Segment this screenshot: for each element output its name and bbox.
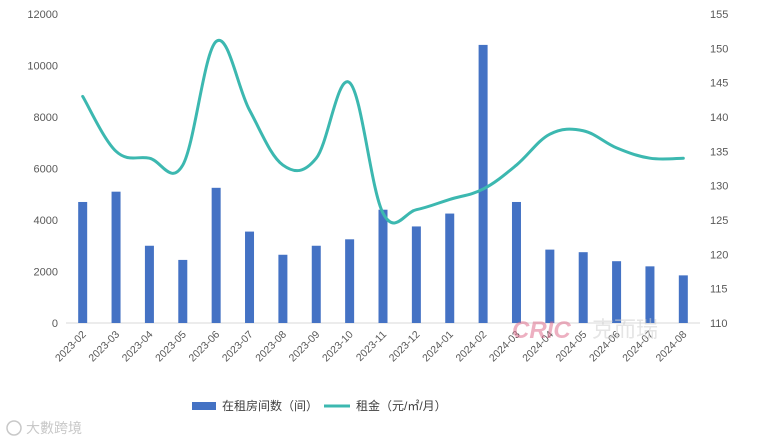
y-right-tick-label: 145 — [710, 78, 728, 90]
bar — [245, 231, 255, 323]
y-right-tick-label: 125 — [710, 215, 728, 227]
y-right-tick-label: 130 — [710, 181, 728, 193]
x-tick-label: 2024-01 — [420, 329, 456, 365]
bar — [211, 187, 221, 323]
y-left-tick-label: 12000 — [27, 9, 58, 21]
cric-logo-text: CRIC — [512, 317, 571, 344]
bar — [645, 266, 655, 323]
bar — [545, 249, 555, 323]
bar — [478, 44, 488, 324]
x-tick-label: 2023-11 — [354, 329, 389, 364]
corner-watermark: 大數跨境 — [6, 420, 82, 436]
bar — [278, 254, 288, 323]
y-right-tick-label: 155 — [710, 9, 728, 21]
y-left-tick-label: 8000 — [34, 112, 58, 124]
bar — [612, 261, 622, 323]
x-tick-label: 2023-05 — [153, 329, 189, 365]
y-right-tick-label: 115 — [710, 284, 728, 296]
y-left-tick-label: 4000 — [34, 215, 58, 227]
bar-series — [78, 44, 688, 324]
bar — [411, 226, 421, 323]
x-tick-label: 2024-02 — [453, 329, 489, 365]
x-tick-label: 2023-08 — [253, 329, 289, 365]
bar — [578, 252, 588, 323]
y-right-tick-label: 110 — [710, 318, 728, 330]
y-left-tick-label: 10000 — [27, 61, 58, 73]
bar — [78, 201, 88, 323]
cric-logo-cn: 克而瑞 — [592, 317, 658, 342]
bar — [511, 201, 521, 323]
bar — [678, 275, 688, 323]
x-tick-label: 2023-02 — [53, 329, 89, 365]
corner-logo-icon — [6, 420, 22, 436]
cric-watermark: CRIC 克而瑞 — [512, 317, 658, 344]
bar — [111, 191, 121, 323]
y-right-tick-label: 120 — [710, 249, 728, 261]
x-tick-label: 2023-12 — [387, 329, 423, 365]
y-left-tick-label: 6000 — [34, 164, 58, 176]
bar — [378, 209, 388, 323]
legend: 在租房间数（间） 租金（元/㎡/月） — [192, 398, 447, 413]
rent-line — [81, 38, 685, 225]
x-tick-label: 2023-03 — [86, 329, 122, 365]
y-right-tick-label: 140 — [710, 112, 728, 124]
x-tick-label: 2024-08 — [654, 329, 690, 365]
bar — [311, 245, 321, 323]
corner-logo-text: 大數跨境 — [26, 420, 82, 436]
bar — [144, 245, 154, 323]
legend-bar-swatch — [192, 402, 216, 410]
legend-line-label: 租金（元/㎡/月） — [356, 398, 447, 413]
x-tick-label: 2023-04 — [120, 329, 156, 365]
line-series — [81, 38, 685, 225]
y-right-tick-label: 135 — [710, 146, 728, 158]
y-left-tick-label: 0 — [52, 318, 58, 330]
x-tick-label: 2023-10 — [320, 329, 356, 365]
bar — [445, 213, 455, 323]
axes: 0 2000 4000 6000 8000 10000 12000 110 115 120 125 1… — [27, 9, 728, 330]
legend-bar-label: 在租房间数（间） — [222, 398, 318, 413]
bar — [345, 239, 355, 323]
y-right-tick-label: 150 — [710, 43, 728, 55]
y-left-tick-label: 2000 — [34, 267, 58, 279]
x-tick-label: 2023-09 — [287, 329, 323, 365]
x-tick-label: 2023-06 — [187, 329, 223, 365]
x-tick-label: 2023-07 — [220, 329, 256, 365]
bar — [178, 259, 188, 323]
